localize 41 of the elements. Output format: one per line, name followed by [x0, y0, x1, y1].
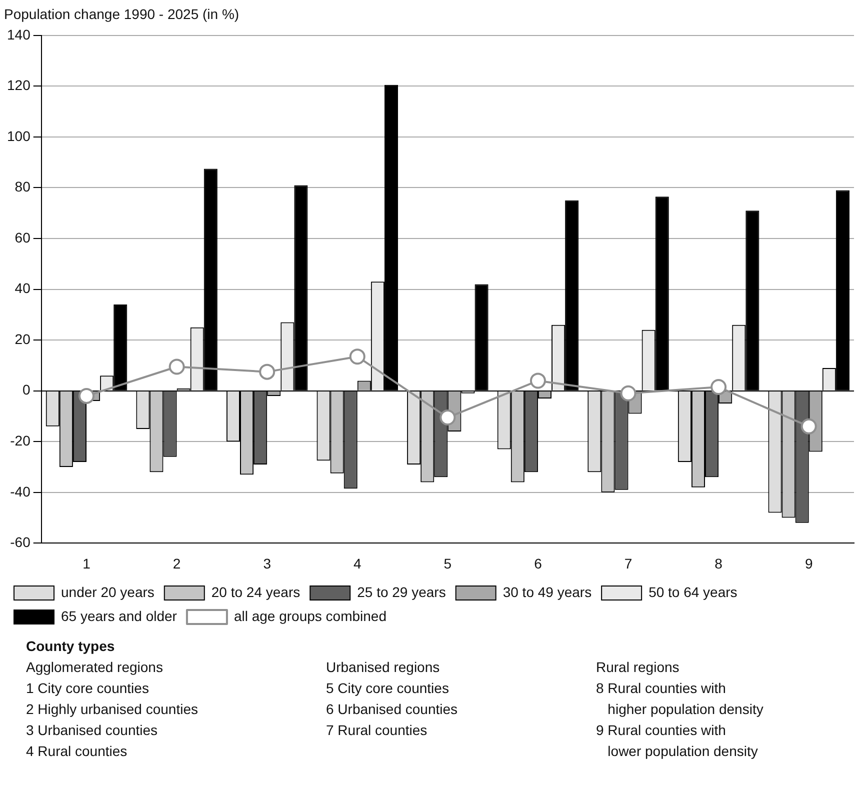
x-tick-label: 6 — [534, 555, 542, 572]
y-tick-label: 80 — [14, 178, 31, 195]
point — [530, 372, 546, 389]
text: Agglomerated regions 1 City core counties 2 Highly urbanised counties 3 Urbanised counties 4 Rural counties — [26, 658, 199, 761]
x-tick-label: 8 — [714, 555, 723, 572]
x-tick-label: 9 — [804, 555, 813, 572]
point — [800, 418, 817, 434]
legend-label: 25 to 29 years — [357, 584, 446, 600]
point — [349, 348, 366, 365]
text: Urbanised regions 5 City core counties 6 Urbanised counties 7 Rural counties — [326, 658, 459, 740]
y-axis-title: Population change 1990 - 2025 (in %) — [3, 5, 240, 24]
y-tick-label: 100 — [7, 128, 31, 144]
point — [78, 388, 95, 404]
point — [440, 410, 456, 426]
legend-label: all age groups combined — [234, 608, 387, 624]
y-tick-label: 60 — [14, 229, 31, 246]
legend-label: 65 years and older — [61, 608, 178, 624]
x-tick-label: 5 — [444, 555, 452, 572]
y-tick-label: -40 — [10, 483, 31, 500]
text: County types — [26, 637, 116, 656]
y-tick-label: 120 — [7, 77, 31, 94]
point — [259, 364, 276, 380]
point — [168, 358, 185, 375]
x-tick-label: 1 — [82, 555, 91, 572]
legend-label: 30 to 49 years — [502, 584, 592, 600]
legend-label: 50 to 64 years — [648, 584, 738, 600]
y-tick-label: -60 — [10, 534, 31, 550]
text: Rural regions 8 Rural counties with higher population density 9 Rural counties with lower population density — [596, 658, 764, 761]
point — [620, 385, 636, 402]
point — [710, 379, 727, 396]
legend-label: 20 to 24 years — [211, 584, 300, 600]
x-tick-label: 7 — [624, 555, 632, 572]
legend-label: under 20 years — [61, 584, 154, 600]
x-tick-label: 2 — [172, 555, 181, 572]
y-tick-label: 140 — [7, 26, 31, 42]
y-tick-label: 20 — [14, 330, 31, 347]
y-tick-label: 0 — [22, 382, 31, 398]
y-tick-label: 40 — [14, 280, 31, 296]
y-tick-label: -20 — [10, 432, 31, 448]
x-tick-label: 4 — [353, 555, 362, 572]
x-tick-label: 3 — [263, 555, 272, 572]
